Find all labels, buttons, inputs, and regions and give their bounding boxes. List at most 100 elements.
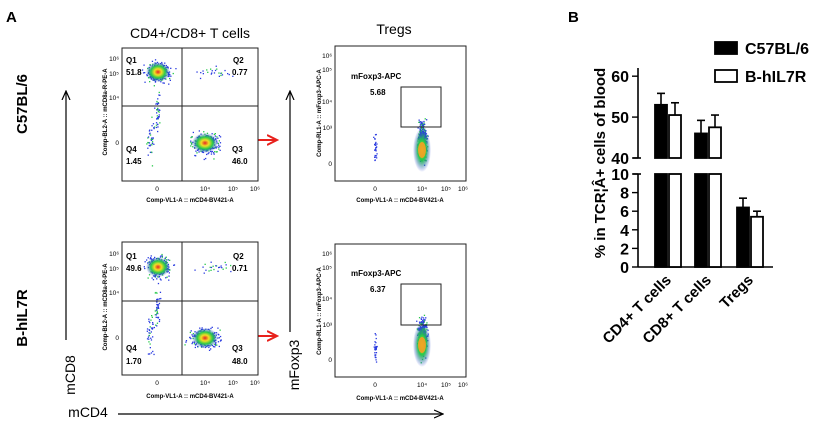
event-dot [376,345,378,348]
x-axis-channel-label: Comp-VL1-A :: mCD4-BV421-A [356,198,444,204]
event-dot [418,121,420,123]
event-dot [175,68,177,70]
treg-gate [400,283,442,326]
event-dot [151,129,153,131]
y-tick-label: 0 [115,140,119,147]
event-dot [147,147,149,149]
x-tick-label: 10⁵ [228,186,238,193]
quadrant-value-q3: 46.0 [232,157,248,166]
event-dot [225,267,227,269]
event-dot [153,326,155,329]
event-dot [149,144,152,146]
event-dot [149,321,151,324]
event-dot [375,141,377,144]
event-dot [375,144,377,146]
event-dot [199,327,201,329]
event-dot [219,266,221,268]
event-dot [149,332,151,334]
event-dot [422,320,425,323]
bar-B-hIL7R [750,215,764,268]
event-dot [213,152,215,154]
event-dot [375,155,378,157]
event-dot [149,326,151,328]
event-dot [375,361,378,363]
event-dot [374,347,377,349]
event-dot [157,316,160,319]
event-dot [151,137,153,139]
event-dot [202,266,204,268]
event-dot [151,142,154,144]
event-dot [211,326,213,328]
event-dot [422,321,424,323]
event-dot [374,355,376,357]
x-tick-label: 0 [373,382,377,389]
event-dot [163,82,165,84]
event-dot [157,282,160,285]
event-dot [157,102,160,104]
y-tick-label: 10⁵ [322,265,332,272]
event-dot [232,75,234,77]
event-dot [173,264,176,266]
event-dot [210,151,213,153]
event-dot [159,94,161,96]
event-dot [216,151,218,153]
event-dot [151,141,154,143]
y-tick-label: 10⁵ [109,71,119,78]
plot-frame [121,241,259,376]
event-dot [375,347,377,349]
event-dot [152,336,154,338]
event-dot [221,74,224,76]
event-dot [375,133,377,136]
event-dot [156,102,158,104]
event-dot [191,334,193,336]
event-dot [152,323,154,325]
event-dot [147,336,150,338]
event-dot [159,298,161,300]
event-dot [151,327,153,330]
event-dot [168,279,170,281]
density-core [418,142,426,158]
event-dot [146,328,149,330]
event-dot [149,134,152,136]
event-dot [215,65,217,67]
event-dot [156,307,158,309]
treg-gate [400,86,442,128]
y-tick-label: 10³ [323,125,333,132]
event-dot [158,109,160,111]
event-dot [418,321,421,323]
event-dot [218,337,220,339]
quadrant-label-q2: Q2 [233,56,244,65]
event-dot [190,145,192,147]
event-dot [374,143,376,146]
event-dot [159,278,161,280]
event-dot [219,145,221,147]
foxp3-axis-label: mFoxp3 [286,340,302,391]
event-dot [156,292,158,294]
quadrant-value-q1: 51.8 [126,68,142,77]
event-dot [216,136,218,138]
event-dot [215,151,218,153]
event-dot [191,136,193,138]
event-dot [164,257,166,259]
event-dot [147,154,149,156]
x-tick-label: 10⁵ [228,380,238,387]
event-dot [162,82,164,84]
event-dot [199,77,202,80]
legend-label: C57BL/6 [745,41,809,58]
gate-value: 6.37 [370,285,386,294]
event-dot [217,341,220,343]
y-tick-label: 10⁶ [109,56,119,63]
event-dot [158,94,160,96]
event-dot [204,263,206,265]
event-dot [155,124,158,126]
event-dot [218,266,220,269]
bar-B-hIL7R-lower [668,173,682,268]
event-dot [375,334,377,336]
event-dot [168,272,170,274]
event-dot [207,71,209,73]
event-dot [421,122,423,124]
event-dot [152,350,154,353]
event-dot [208,270,210,272]
event-dot [191,142,193,144]
event-dot [155,309,158,311]
